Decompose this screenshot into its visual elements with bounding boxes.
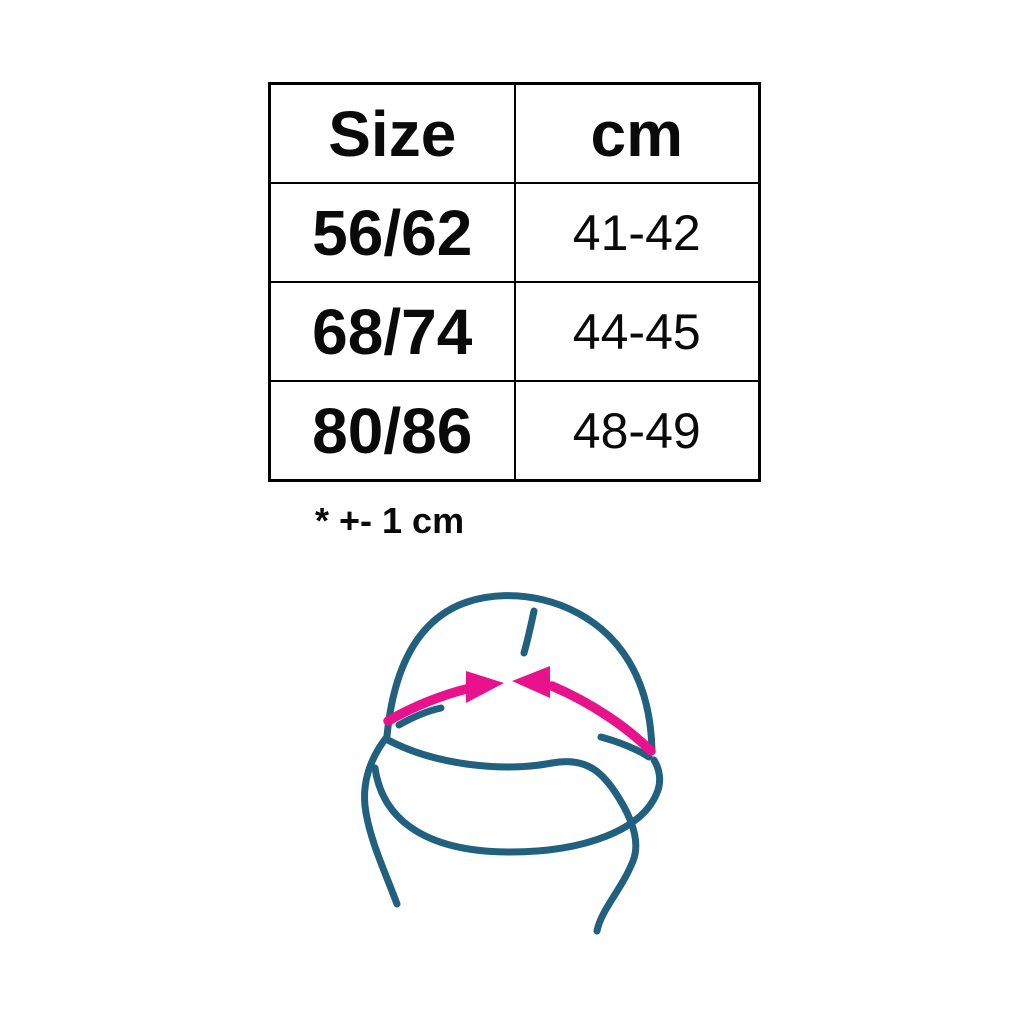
measure-arrow-right-curve [547, 681, 656, 756]
hat-band-fold-right-line [597, 733, 653, 761]
size-value-cell: 68/74 [268, 281, 516, 382]
size-value-cell: 56/62 [268, 182, 516, 283]
hat-left-tie-line [361, 734, 401, 908]
measure-arrow-left-curve [383, 683, 475, 726]
measure-arrow-right-head-icon [512, 666, 550, 698]
size-value-cell: 80/86 [268, 380, 516, 482]
hat-band-fold-left-line [395, 704, 445, 729]
size-chart-table: Size cm 56/62 41-42 68/74 44-45 80/86 48… [268, 82, 761, 482]
cm-column-header: cm [513, 82, 761, 184]
hat-band-edge-and-right-tie-line [382, 735, 640, 935]
table-row: 80/86 48-49 [268, 380, 761, 482]
hat-crown-seam-line [520, 607, 538, 657]
table-row: 68/74 44-45 [268, 281, 761, 382]
table-row: 56/62 41-42 [268, 182, 761, 283]
cm-value-cell: 44-45 [513, 281, 761, 382]
table-header-row: Size cm [268, 82, 761, 184]
hat-crown-outline [383, 592, 656, 755]
size-column-header: Size [268, 82, 516, 184]
measure-arrow-left-head-icon [466, 671, 504, 703]
cm-value-cell: 41-42 [513, 182, 761, 283]
tolerance-footnote: * +- 1 cm [315, 500, 465, 541]
cm-value-cell: 48-49 [513, 380, 761, 482]
hat-band-bottom-edge-line [371, 756, 664, 856]
